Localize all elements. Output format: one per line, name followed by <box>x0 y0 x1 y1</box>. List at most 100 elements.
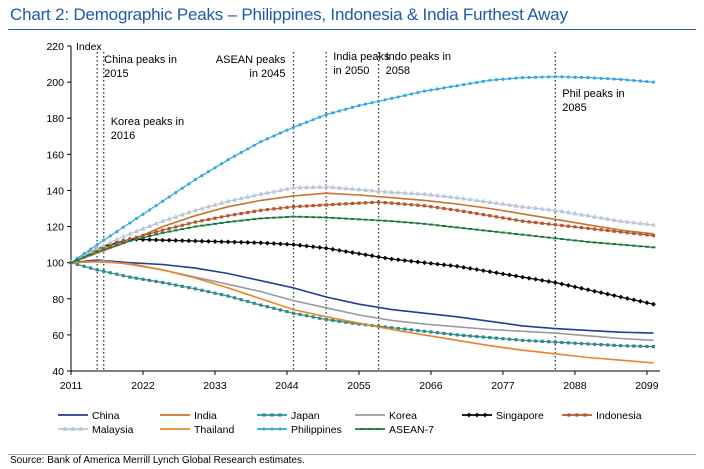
annotation-label: Indo peaks in <box>386 51 451 63</box>
series-point <box>370 200 374 205</box>
series-point <box>586 342 590 346</box>
annotation-label: in 2045 <box>249 68 285 80</box>
series-point <box>592 288 597 294</box>
series-point <box>599 76 603 80</box>
series-point <box>344 320 348 324</box>
series-point <box>324 113 328 117</box>
series-point <box>501 216 505 220</box>
series-point <box>218 200 225 205</box>
series-point <box>625 344 629 348</box>
series-point <box>396 95 400 99</box>
legend-swatch-marker <box>278 413 282 417</box>
series-point <box>375 188 382 193</box>
series-point <box>305 204 309 208</box>
legend-swatch-marker <box>270 413 274 417</box>
annotation-lines <box>96 52 556 371</box>
series-point <box>233 154 237 158</box>
series-point <box>619 344 623 348</box>
series-point <box>291 205 296 209</box>
series-point <box>408 258 414 264</box>
series-point <box>245 194 251 199</box>
series-point <box>251 192 257 198</box>
series-point <box>560 340 564 345</box>
series-point <box>415 190 421 196</box>
legend-swatch-marker <box>482 412 488 418</box>
series-point <box>611 217 617 222</box>
series-point <box>324 203 328 207</box>
series-point <box>127 230 133 236</box>
series-point <box>455 84 459 88</box>
series-point <box>598 215 604 220</box>
series-point <box>298 204 302 208</box>
series-point <box>632 344 636 348</box>
series-point <box>500 201 506 206</box>
series-point <box>166 237 172 243</box>
series-point <box>422 89 426 93</box>
series-point <box>141 212 145 216</box>
series-point <box>336 185 342 190</box>
series-point <box>349 186 356 191</box>
series-point <box>108 234 112 238</box>
legend-label: Thailand <box>194 424 234 436</box>
series-point <box>356 251 362 257</box>
series-point <box>219 293 224 297</box>
series-point <box>357 322 361 326</box>
series-point <box>337 109 341 113</box>
series-point <box>121 274 125 278</box>
series-point <box>645 233 649 237</box>
series-point <box>272 207 276 211</box>
series-line <box>70 238 654 305</box>
series-point <box>297 184 303 190</box>
series-point <box>187 182 191 186</box>
series-point <box>89 266 93 270</box>
x-tick-label: 2066 <box>419 380 443 392</box>
series-point <box>487 269 493 275</box>
series-point <box>520 219 525 223</box>
series-point <box>383 98 387 102</box>
series-point <box>233 213 237 217</box>
series-point <box>120 233 126 239</box>
series-point <box>180 284 184 288</box>
legend-item: Philippines <box>257 424 342 436</box>
legend-label: Korea <box>389 410 417 422</box>
series-point <box>454 194 460 200</box>
series-point <box>514 76 518 80</box>
series-point <box>396 202 400 206</box>
series-point <box>95 268 99 272</box>
series-point <box>304 184 310 190</box>
series-point <box>147 237 152 243</box>
series-point <box>330 246 336 252</box>
series-point <box>422 260 427 266</box>
series-point <box>408 190 414 196</box>
series-point <box>101 242 107 248</box>
series-point <box>114 236 120 242</box>
annotation-label: 2085 <box>562 102 586 114</box>
series-point <box>651 80 656 84</box>
legend-label: Singapore <box>496 410 544 422</box>
series-point <box>344 202 348 206</box>
series-point <box>475 334 479 339</box>
series-japan <box>69 261 656 349</box>
series-point <box>323 184 329 189</box>
series-point <box>507 272 512 278</box>
series-point <box>429 88 433 92</box>
series-point <box>232 197 238 202</box>
series-point <box>298 123 302 127</box>
series-point <box>265 305 269 309</box>
y-tick-label: 180 <box>46 113 64 125</box>
series-point <box>140 225 146 231</box>
series-point <box>455 208 459 212</box>
legend-swatch-marker <box>70 426 76 431</box>
series-point <box>278 131 283 135</box>
series-point <box>291 311 296 315</box>
series-point <box>363 102 368 106</box>
series-point <box>133 228 140 234</box>
legend-item: ASEAN-7 <box>355 424 434 436</box>
series-point <box>637 220 643 226</box>
series-point <box>632 78 636 83</box>
series-point <box>618 294 624 300</box>
series-point <box>239 298 243 302</box>
legend-swatch-marker <box>262 427 266 431</box>
series-point <box>278 241 283 247</box>
series-point <box>461 264 467 270</box>
